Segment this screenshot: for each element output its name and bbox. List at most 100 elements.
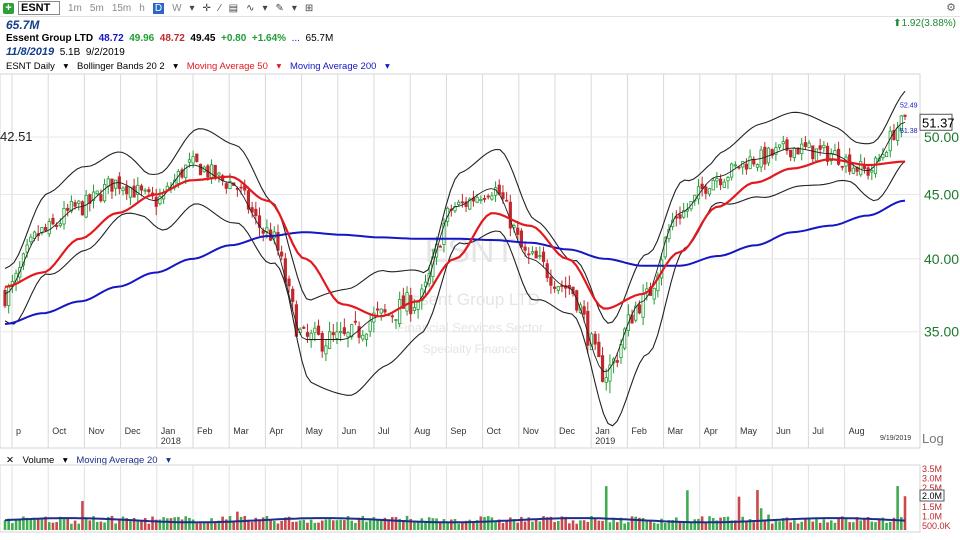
legend-symbol[interactable]: ESNT Daily ▾: [6, 61, 69, 72]
x-axis-month-label: Sep: [450, 426, 466, 436]
dropdown-icon-3[interactable]: ▾: [291, 2, 297, 14]
volume-bar: [62, 517, 66, 530]
volume-bar: [730, 520, 733, 530]
dropdown-icon-2[interactable]: ▾: [262, 2, 268, 14]
candle-body: [261, 230, 265, 234]
volume-bar: [132, 517, 136, 530]
add-chart-icon[interactable]: +: [3, 2, 14, 14]
candle-body: [770, 149, 774, 156]
candle-body: [342, 327, 346, 335]
volume-bar: [756, 490, 759, 530]
legend-ma50[interactable]: Moving Average 50 ▾: [186, 61, 282, 72]
volume-bar: [402, 520, 405, 530]
candle-body: [364, 333, 369, 341]
volume-bar: [807, 518, 811, 530]
candle-body: [556, 286, 560, 291]
volume-bar: [737, 496, 741, 530]
x-axis-month-label: Jun: [776, 426, 791, 436]
candle-body: [209, 164, 214, 178]
volume-bar: [623, 523, 626, 530]
x-axis-month-label: Apr: [269, 426, 283, 436]
bollinger-upper-line: [4, 90, 906, 324]
volume-bar: [663, 523, 667, 530]
legend-ma200[interactable]: Moving Average 200 ▾: [289, 61, 390, 72]
period-daily-button[interactable]: D: [152, 2, 165, 14]
candle-body: [516, 227, 520, 235]
legend-vol-ma[interactable]: Moving Average 20 ▾: [76, 455, 171, 466]
volume-bar: [505, 520, 508, 530]
candle-body: [327, 331, 332, 349]
quote-change: +0.80: [220, 33, 247, 44]
volume-bar: [745, 521, 748, 530]
period-1m-button[interactable]: 1m: [68, 2, 82, 14]
x-axis-month-label: Aug: [849, 426, 865, 436]
x-axis-month-label: Mar: [668, 426, 684, 436]
quote-dots: ...: [291, 33, 300, 44]
candle-body: [789, 149, 793, 158]
date-line: 11/8/2019 5.1B 9/2/2019: [6, 46, 125, 58]
candle-body: [534, 250, 538, 259]
legend-volume-label: Volume: [22, 455, 55, 466]
settings-icon[interactable]: ⊞: [304, 2, 314, 14]
candle-body: [881, 154, 885, 159]
volume-close-icon[interactable]: ✕: [6, 455, 14, 466]
volume-bar: [689, 522, 693, 530]
volume-legend: ✕ Volume ▾ Moving Average 20 ▾: [6, 455, 177, 466]
period-15m-button[interactable]: 15m: [111, 2, 132, 14]
period-weekly-button[interactable]: W: [172, 2, 182, 14]
volume-bar: [682, 522, 685, 530]
candle-body: [80, 201, 85, 216]
volume-bar: [833, 522, 837, 530]
gear-icon[interactable]: ⚙: [946, 2, 956, 14]
volume-bar: [217, 520, 221, 530]
volume-bar: [501, 523, 505, 530]
volume-bar: [527, 517, 531, 530]
candle-body: [523, 246, 527, 251]
chart-type-icon[interactable]: ▤: [228, 2, 239, 14]
volume-bar: [483, 517, 486, 530]
volume-bar: [431, 518, 435, 530]
dropdown-icon[interactable]: ▾: [189, 2, 195, 14]
volume-bar: [453, 519, 457, 530]
volume-bar: [726, 516, 730, 530]
candle-body: [508, 201, 512, 229]
quote-volume: 65.7M: [305, 33, 334, 44]
candle-body: [121, 187, 125, 192]
candle-body: [755, 164, 760, 168]
candle-body: [696, 186, 701, 200]
edit-icon[interactable]: ✎: [275, 2, 284, 14]
volume-bar: [114, 523, 117, 530]
x-axis-month-label: Jul: [378, 426, 390, 436]
candle-body: [486, 195, 490, 198]
earnings-date: 9/2/2019: [85, 47, 125, 58]
x-axis-month-label: Apr: [704, 426, 718, 436]
legend-bb[interactable]: Bollinger Bands 20 2 ▾: [76, 61, 179, 72]
volume-bar: [372, 517, 376, 530]
marker-low-label: 51.38: [900, 128, 918, 135]
volume-bar: [383, 517, 387, 530]
bollinger-middle-line: [4, 121, 906, 373]
period-hour-button[interactable]: h: [139, 2, 145, 14]
candle-body: [84, 194, 88, 218]
volume-bar: [121, 516, 125, 530]
candle-body: [737, 166, 741, 169]
legend-volume[interactable]: Volume ▾: [22, 455, 68, 466]
period-5m-button[interactable]: 5m: [89, 2, 104, 14]
volume-ma-line: [4, 517, 906, 524]
volume-bar: [457, 523, 460, 530]
candle-body: [884, 151, 889, 158]
volume-bar: [837, 517, 840, 530]
volume-bar: [675, 517, 678, 530]
volume-bar: [99, 521, 103, 530]
symbol-input[interactable]: ESNT: [18, 1, 60, 15]
volume-bar: [225, 519, 228, 530]
volume-bar: [84, 518, 88, 530]
crosshair-icon[interactable]: ✛: [202, 2, 211, 14]
indicator-icon[interactable]: ∿: [246, 2, 255, 14]
volume-bar: [110, 515, 114, 530]
candle-body: [139, 185, 144, 191]
draw-line-icon[interactable]: ⁄: [218, 2, 221, 14]
x-axis-month-label: Aug: [414, 426, 430, 436]
candle-body: [475, 196, 479, 203]
